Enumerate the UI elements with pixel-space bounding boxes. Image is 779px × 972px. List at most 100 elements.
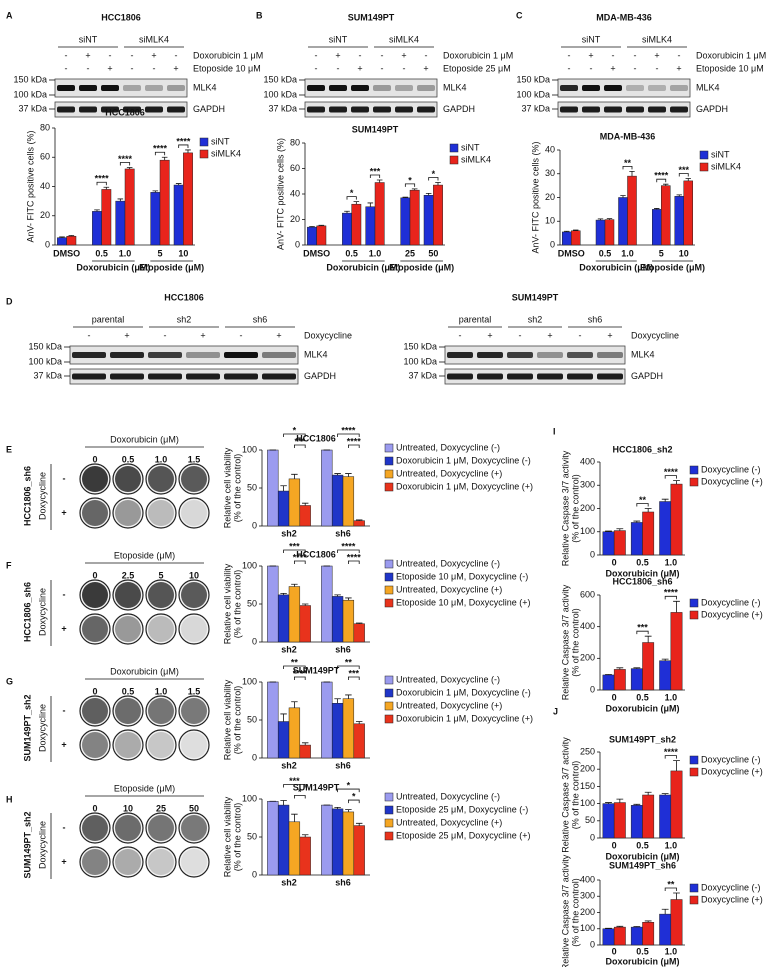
legend-swatch [690, 611, 698, 619]
blot-band [604, 85, 622, 91]
dose-label: 0 [92, 570, 97, 580]
bar [661, 186, 670, 245]
band-label: GAPDH [193, 104, 225, 114]
error-bar [302, 835, 308, 837]
dose-label: 0 [92, 803, 97, 813]
blot-band [351, 85, 369, 91]
legend-swatch [385, 470, 393, 478]
legend-label: Doxycycline (+) [701, 766, 763, 776]
legend-swatch [385, 573, 393, 581]
dose-label: 1.5 [188, 454, 201, 464]
legend-swatch [690, 478, 698, 486]
blot-group-label: siMLK4 [389, 34, 419, 44]
x-tick-label: 0 [612, 692, 617, 702]
panel-label: E [6, 444, 12, 454]
significance-stars: **** [293, 552, 308, 562]
blot-band [567, 352, 593, 358]
error-bar [620, 196, 625, 198]
treatment-sign: + [276, 330, 281, 340]
blot-band [79, 85, 97, 91]
error-bar [291, 584, 297, 586]
x-tick-label: 0.5 [636, 840, 649, 850]
legend-label: siMLK4 [461, 154, 491, 164]
bar [684, 181, 693, 245]
error-bar [291, 474, 297, 479]
treatment-sign: + [151, 50, 156, 60]
legend-label: siMLK4 [211, 148, 241, 158]
condition-label: Doxycycline [37, 821, 47, 869]
bar [317, 226, 326, 245]
bar [614, 669, 625, 690]
legend-label: Doxorubicin 1 μM, Doxycycline (-) [396, 455, 531, 465]
x-tick-label: sh2 [281, 644, 297, 654]
legend-swatch [385, 444, 393, 452]
bar [321, 682, 332, 758]
x-tick-label: 1.0 [665, 557, 678, 567]
treatment-sign: + [487, 330, 492, 340]
x-tick-label: sh2 [281, 760, 297, 770]
x-tick-label: sh6 [335, 760, 351, 770]
colony-stain [181, 698, 207, 724]
x-tick-label: 0 [612, 557, 617, 567]
y-tick-label: 0 [590, 939, 595, 949]
band-label: MLK4 [631, 349, 655, 359]
panel-label: B [256, 10, 263, 20]
panel-label: G [6, 676, 13, 686]
y-axis-label: AnV- FITC positive cells (%) [275, 138, 285, 250]
significance-stars: **** [95, 174, 110, 184]
legend-swatch [385, 806, 393, 814]
bar [631, 669, 642, 690]
bar [643, 922, 654, 945]
error-bar [345, 810, 351, 812]
significance-stars: ** [624, 158, 632, 168]
bar [343, 477, 354, 526]
legend-swatch [385, 793, 393, 801]
chart-title: HCC1806 [105, 107, 145, 117]
blot-band [417, 107, 435, 113]
blot-band [373, 85, 391, 91]
blot-band [186, 374, 220, 380]
blot-band [72, 352, 106, 358]
bar [401, 198, 410, 245]
legend-label: Doxycycline (-) [701, 882, 761, 892]
treatment-sign: - [612, 50, 615, 60]
bar [628, 176, 637, 245]
error-bar [345, 695, 351, 699]
blot-band [148, 374, 182, 380]
colony-stain [115, 616, 141, 642]
legend-label: Untreated, Doxycycline (-) [396, 442, 500, 452]
dose-label: 1.5 [188, 686, 201, 696]
significance-stars: **** [153, 144, 168, 154]
bar [278, 491, 289, 526]
treatment-sign: - [337, 63, 340, 73]
blot-band [560, 85, 578, 91]
legend-swatch [700, 163, 708, 171]
bar [267, 566, 278, 642]
legend-swatch [450, 144, 458, 152]
y-axis-label: Relative Caspase 3/7 activity [560, 737, 570, 853]
bar [643, 643, 654, 691]
bar [424, 195, 433, 245]
bar [433, 185, 442, 245]
error-bar [356, 823, 362, 825]
significance-stars: *** [295, 436, 306, 446]
significance-stars: * [408, 175, 412, 185]
error-bar [616, 529, 623, 531]
error-bar [645, 636, 652, 642]
treatment-sign: - [425, 50, 428, 60]
treatment-sign: - [65, 50, 68, 60]
y-tick-label: 30 [545, 168, 555, 178]
band-label: MLK4 [696, 82, 720, 92]
x-tick-label: DMSO [558, 248, 585, 258]
error-bar [673, 601, 680, 612]
treatment-sign: - [87, 63, 90, 73]
legend-label: Etoposide 25 μM, Doxycycline (-) [396, 804, 528, 814]
cell-line-label: SUM149PT_sh2 [22, 811, 32, 878]
bar [307, 227, 316, 245]
blot-band [145, 85, 163, 91]
significance-stars: ** [667, 879, 675, 889]
bar [354, 826, 365, 875]
bar [631, 805, 642, 838]
significance-stars: *** [637, 623, 648, 633]
